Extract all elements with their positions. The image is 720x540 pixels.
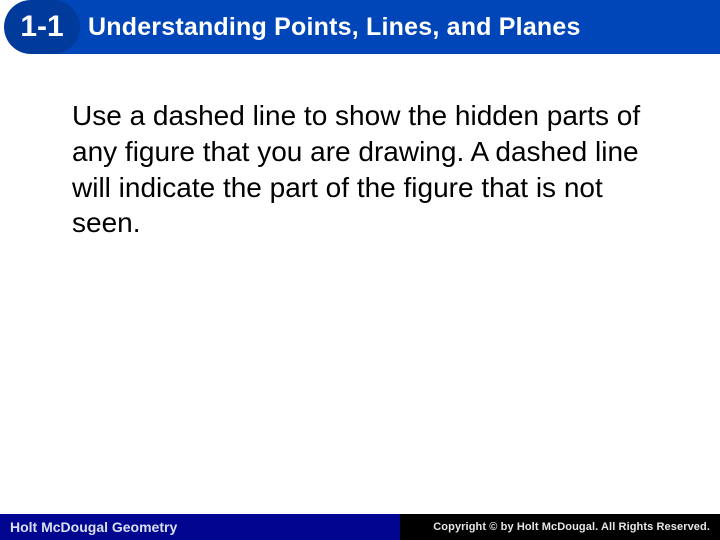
- footer-right: Copyright © by Holt McDougal. All Rights…: [400, 514, 720, 540]
- footer-brand: Holt McDougal Geometry: [10, 519, 177, 535]
- header-bar: Understanding Points, Lines, and Planes: [40, 0, 720, 54]
- body-paragraph: Use a dashed line to show the hidden par…: [72, 98, 656, 241]
- slide-footer: Holt McDougal Geometry Copyright © by Ho…: [0, 514, 720, 540]
- slide-header: 1-1 Understanding Points, Lines, and Pla…: [0, 0, 720, 54]
- section-number-badge: 1-1: [4, 0, 80, 54]
- footer-left: Holt McDougal Geometry: [0, 514, 400, 540]
- slide-content: Use a dashed line to show the hidden par…: [0, 54, 720, 241]
- section-number: 1-1: [20, 10, 63, 44]
- slide-title: Understanding Points, Lines, and Planes: [88, 13, 581, 42]
- footer-copyright: Copyright © by Holt McDougal. All Rights…: [433, 521, 710, 533]
